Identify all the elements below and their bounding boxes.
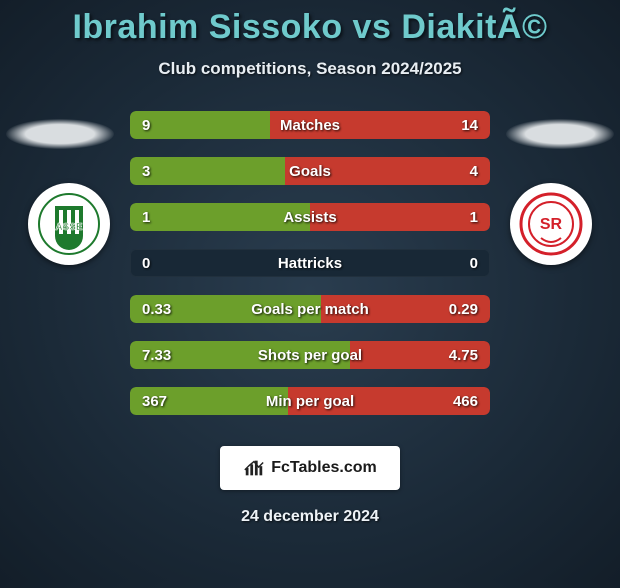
stat-value-right: 1	[470, 203, 478, 231]
stat-fill-left	[130, 111, 270, 139]
date-label: 24 december 2024	[0, 508, 620, 526]
brand-box: FcTables.com	[220, 446, 400, 490]
svg-text:SR: SR	[540, 216, 563, 233]
stat-value-right: 0	[470, 249, 478, 277]
brand-label: FcTables.com	[271, 459, 377, 477]
stat-value-right: 4.75	[449, 341, 478, 369]
stat-value-left: 0.33	[142, 295, 171, 323]
subtitle: Club competitions, Season 2024/2025	[0, 59, 620, 79]
stat-fill-right	[270, 111, 490, 139]
player-right-shadow	[506, 119, 614, 149]
stat-fill-right	[310, 203, 490, 231]
stat-value-right: 14	[461, 111, 478, 139]
stat-value-left: 1	[142, 203, 150, 231]
stat-value-left: 9	[142, 111, 150, 139]
player-left-shadow	[6, 119, 114, 149]
stat-row: 0 0Hattricks	[130, 249, 490, 277]
stat-row: 367466Min per goal	[130, 387, 490, 415]
stat-rows: 914Matches34Goals11Assists00Hattricks0.3…	[130, 111, 490, 433]
stat-value-right: 0.29	[449, 295, 478, 323]
team-right-crest-icon: SR	[519, 192, 583, 256]
stat-row: 0.330.29Goals per match	[130, 295, 490, 323]
svg-text:ASSE: ASSE	[55, 222, 83, 233]
stat-fill-right	[285, 157, 490, 185]
team-left-crest-icon: ASSE	[37, 192, 101, 256]
brand-chart-icon	[243, 457, 265, 479]
stat-value-left: 3	[142, 157, 150, 185]
stat-row: 914Matches	[130, 111, 490, 139]
stat-fill-left	[130, 203, 310, 231]
team-left-badge: ASSE	[28, 183, 110, 265]
stat-value-left: 367	[142, 387, 167, 415]
stat-value-left: 7.33	[142, 341, 171, 369]
stat-fill-left	[130, 157, 285, 185]
stat-value-left: 0	[142, 249, 150, 277]
stat-row: 34Goals	[130, 157, 490, 185]
stat-label: Hattricks	[130, 249, 490, 277]
stat-row: 11Assists	[130, 203, 490, 231]
team-right-badge: SR	[510, 183, 592, 265]
stat-row: 7.334.75Shots per goal	[130, 341, 490, 369]
stat-value-right: 466	[453, 387, 478, 415]
page-title: Ibrahim Sissoko vs DiakitÃ©	[0, 8, 620, 47]
comparison-area: ASSE SR 914Matches34Goals11Assists00Hatt…	[0, 103, 620, 443]
stat-value-right: 4	[470, 157, 478, 185]
